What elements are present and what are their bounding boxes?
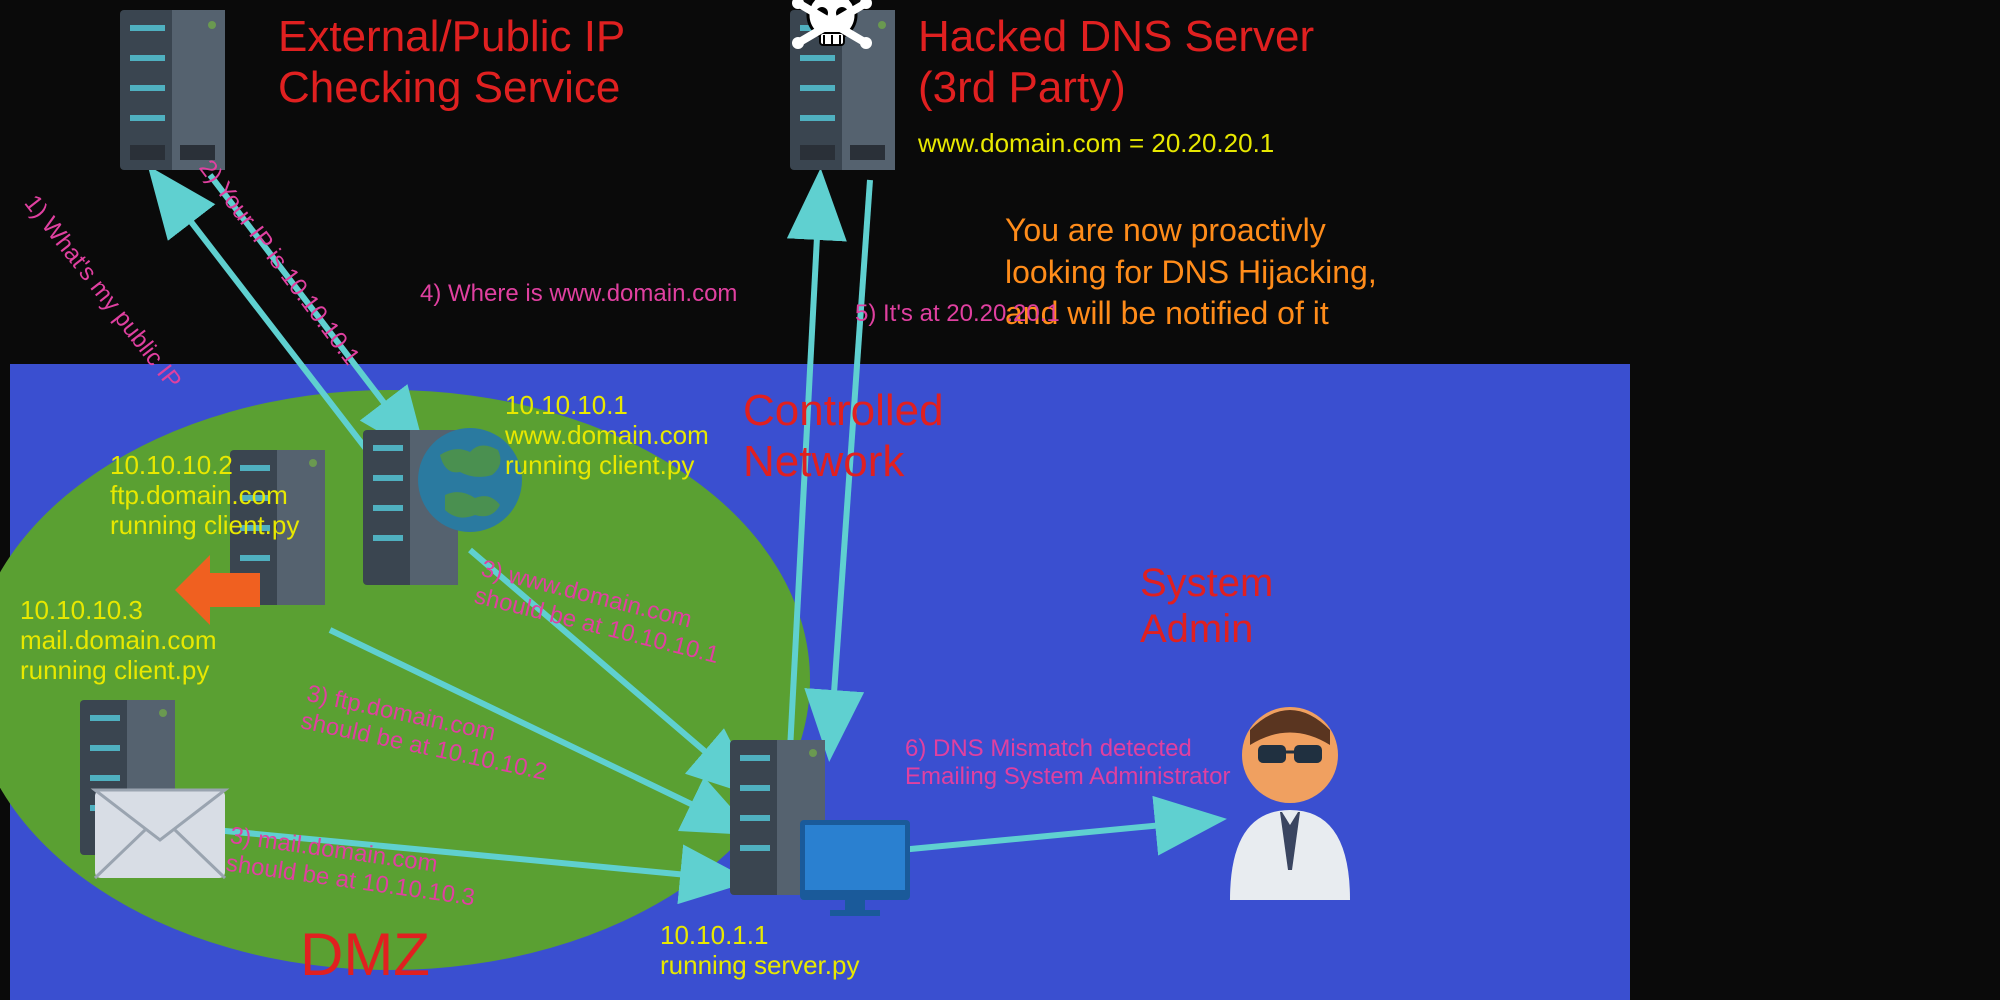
title-hacked-dns: Hacked DNS Server (3rd Party): [918, 12, 1314, 113]
central-ip: 10.10.1.1: [660, 920, 768, 951]
step6-label: 6) DNS Mismatch detected Emailing System…: [905, 735, 1230, 791]
step5-label: 5) It's at 20.20.20.1: [855, 300, 1060, 328]
central-running: running server.py: [660, 950, 859, 981]
step4-label: 4) Where is www.domain.com: [420, 280, 737, 308]
ftp-ip: 10.10.10.2: [110, 450, 233, 481]
title-controlled-network: Controlled Network: [743, 386, 944, 487]
server-icon-external: [120, 10, 225, 170]
title-external-ip: External/Public IP Checking Service: [278, 12, 625, 113]
www-ip: 10.10.10.1: [505, 390, 628, 421]
mail-ip: 10.10.10.3: [20, 595, 143, 626]
proactive-note: You are now proactivly looking for DNS H…: [1005, 210, 1377, 335]
www-running: running client.py: [505, 450, 694, 481]
ftp-running: running client.py: [110, 510, 299, 541]
www-domain: www.domain.com: [505, 420, 709, 451]
title-system-admin: System Admin: [1140, 560, 1273, 652]
dmz-label: DMZ: [300, 920, 430, 989]
mail-running: running client.py: [20, 655, 209, 686]
envelope-icon: [95, 790, 225, 878]
ftp-domain: ftp.domain.com: [110, 480, 288, 511]
hacked-dns-mapping: www.domain.com = 20.20.20.1: [918, 128, 1274, 159]
mail-domain: mail.domain.com: [20, 625, 217, 656]
